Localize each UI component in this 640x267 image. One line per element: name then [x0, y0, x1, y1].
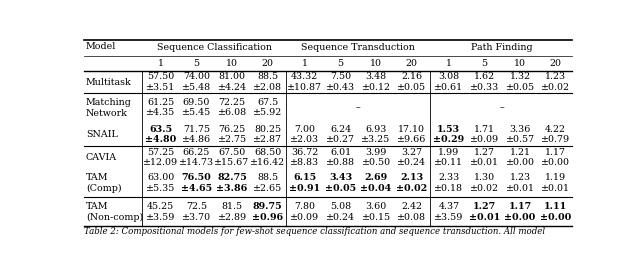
Text: 1.17
±0.00: 1.17 ±0.00: [541, 148, 570, 167]
Text: Sequence Transduction: Sequence Transduction: [301, 44, 415, 53]
Text: 20: 20: [550, 59, 562, 68]
Text: 6.01
±0.88: 6.01 ±0.88: [326, 148, 355, 167]
Text: 80.25
±2.87: 80.25 ±2.87: [253, 125, 282, 144]
Text: 6.93
±3.25: 6.93 ±3.25: [362, 125, 391, 144]
Text: 57.50
±3.51: 57.50 ±3.51: [146, 72, 175, 92]
Text: 1.23
±0.01: 1.23 ±0.01: [506, 173, 534, 193]
Text: 6.15
±0.91: 6.15 ±0.91: [289, 173, 321, 193]
Text: 1: 1: [446, 59, 452, 68]
Text: 63.5
±4.80: 63.5 ±4.80: [145, 125, 177, 144]
Text: 2.33
±0.18: 2.33 ±0.18: [435, 173, 463, 193]
Text: 81.5
±2.89: 81.5 ±2.89: [218, 202, 246, 222]
Text: 3.60
±0.15: 3.60 ±0.15: [362, 202, 390, 222]
Text: Sequence Classification: Sequence Classification: [157, 44, 272, 53]
Text: 66.25
±14.73: 66.25 ±14.73: [179, 148, 214, 167]
Text: 1.32
±0.05: 1.32 ±0.05: [506, 72, 534, 92]
Text: 43.32
±10.87: 43.32 ±10.87: [287, 72, 323, 92]
Text: 63.00
±5.35: 63.00 ±5.35: [146, 173, 175, 193]
Text: 20: 20: [262, 59, 274, 68]
Text: 1.62
±0.33: 1.62 ±0.33: [470, 72, 499, 92]
Text: 6.24
±0.27: 6.24 ±0.27: [326, 125, 355, 144]
Text: 72.25
±6.08: 72.25 ±6.08: [218, 98, 246, 117]
Text: Matching
Network: Matching Network: [86, 98, 132, 117]
Text: 3.36
±0.57: 3.36 ±0.57: [506, 125, 534, 144]
Text: 1.53
±0.29: 1.53 ±0.29: [433, 125, 465, 144]
Text: 7.00
±2.03: 7.00 ±2.03: [291, 125, 319, 144]
Text: 2.42
±0.08: 2.42 ±0.08: [397, 202, 426, 222]
Text: CAVIA: CAVIA: [86, 153, 117, 162]
Text: 89.75
±0.96: 89.75 ±0.96: [252, 202, 284, 222]
Text: 1.23
±0.02: 1.23 ±0.02: [541, 72, 570, 92]
Text: 3.08
±0.61: 3.08 ±0.61: [435, 72, 463, 92]
Text: 5.08
±0.24: 5.08 ±0.24: [326, 202, 355, 222]
Text: 7.80
±0.09: 7.80 ±0.09: [291, 202, 319, 222]
Text: 1.71
±0.09: 1.71 ±0.09: [470, 125, 499, 144]
Text: 88.5
±2.08: 88.5 ±2.08: [253, 72, 282, 92]
Text: 1.99
±0.11: 1.99 ±0.11: [435, 148, 463, 167]
Text: 45.25
±3.59: 45.25 ±3.59: [146, 202, 175, 222]
Text: 10: 10: [226, 59, 238, 68]
Text: 3.99
±0.50: 3.99 ±0.50: [362, 148, 390, 167]
Text: 69.50
±5.45: 69.50 ±5.45: [182, 98, 211, 117]
Text: 76.50
±4.65: 76.50 ±4.65: [181, 173, 212, 193]
Text: 4.22
±0.79: 4.22 ±0.79: [541, 125, 570, 144]
Text: Table 2: Compositional models for few-shot sequence classification and sequence : Table 2: Compositional models for few-sh…: [84, 227, 545, 236]
Text: –: –: [500, 103, 505, 112]
Text: 2.69
±0.04: 2.69 ±0.04: [360, 173, 392, 193]
Text: 10: 10: [370, 59, 382, 68]
Text: Path Finding: Path Finding: [472, 44, 533, 53]
Text: 2.13
±0.02: 2.13 ±0.02: [396, 173, 428, 193]
Text: 1.21
±0.00: 1.21 ±0.00: [506, 148, 534, 167]
Text: 7.50
±0.43: 7.50 ±0.43: [326, 72, 355, 92]
Text: 5: 5: [193, 59, 200, 68]
Text: 4.37
±3.59: 4.37 ±3.59: [434, 202, 463, 222]
Text: 67.5
±5.92: 67.5 ±5.92: [253, 98, 282, 117]
Text: TAM
(Comp): TAM (Comp): [86, 173, 122, 193]
Text: 5: 5: [337, 59, 344, 68]
Text: Model: Model: [86, 42, 116, 51]
Text: 36.72
±8.83: 36.72 ±8.83: [291, 148, 319, 167]
Text: 1.17
±0.00: 1.17 ±0.00: [504, 202, 536, 222]
Text: 1: 1: [302, 59, 308, 68]
Text: 82.75
±3.86: 82.75 ±3.86: [216, 173, 248, 193]
Text: 76.25
±2.75: 76.25 ±2.75: [218, 125, 246, 144]
Text: 57.25
±12.09: 57.25 ±12.09: [143, 148, 179, 167]
Text: TAM
(Non-comp): TAM (Non-comp): [86, 202, 143, 222]
Text: 68.50
±16.42: 68.50 ±16.42: [250, 148, 285, 167]
Text: 3.48
±0.12: 3.48 ±0.12: [362, 72, 390, 92]
Text: 1.30
±0.02: 1.30 ±0.02: [470, 173, 499, 193]
Text: 1.11
±0.00: 1.11 ±0.00: [540, 202, 572, 222]
Text: 10: 10: [514, 59, 526, 68]
Text: 81.00
±4.24: 81.00 ±4.24: [218, 72, 246, 92]
Text: 5: 5: [481, 59, 488, 68]
Text: 3.27
±0.24: 3.27 ±0.24: [397, 148, 426, 167]
Text: Multitask: Multitask: [86, 78, 132, 87]
Text: 74.00
±5.48: 74.00 ±5.48: [182, 72, 211, 92]
Text: 1.27
±0.01: 1.27 ±0.01: [470, 148, 499, 167]
Text: 20: 20: [406, 59, 418, 68]
Text: 71.75
±4.86: 71.75 ±4.86: [182, 125, 211, 144]
Text: –: –: [356, 103, 361, 112]
Text: 3.43
±0.05: 3.43 ±0.05: [325, 173, 356, 193]
Text: 17.10
±9.66: 17.10 ±9.66: [397, 125, 426, 144]
Text: 67.50
±15.67: 67.50 ±15.67: [214, 148, 250, 167]
Text: 61.25
±4.35: 61.25 ±4.35: [146, 98, 175, 117]
Text: SNAIL: SNAIL: [86, 130, 118, 139]
Text: 2.16
±0.05: 2.16 ±0.05: [397, 72, 426, 92]
Text: 1.27
±0.01: 1.27 ±0.01: [469, 202, 500, 222]
Text: 88.5
±2.65: 88.5 ±2.65: [253, 173, 282, 193]
Text: 72.5
±3.70: 72.5 ±3.70: [182, 202, 211, 222]
Text: 1: 1: [158, 59, 164, 68]
Text: 1.19
±0.01: 1.19 ±0.01: [541, 173, 570, 193]
